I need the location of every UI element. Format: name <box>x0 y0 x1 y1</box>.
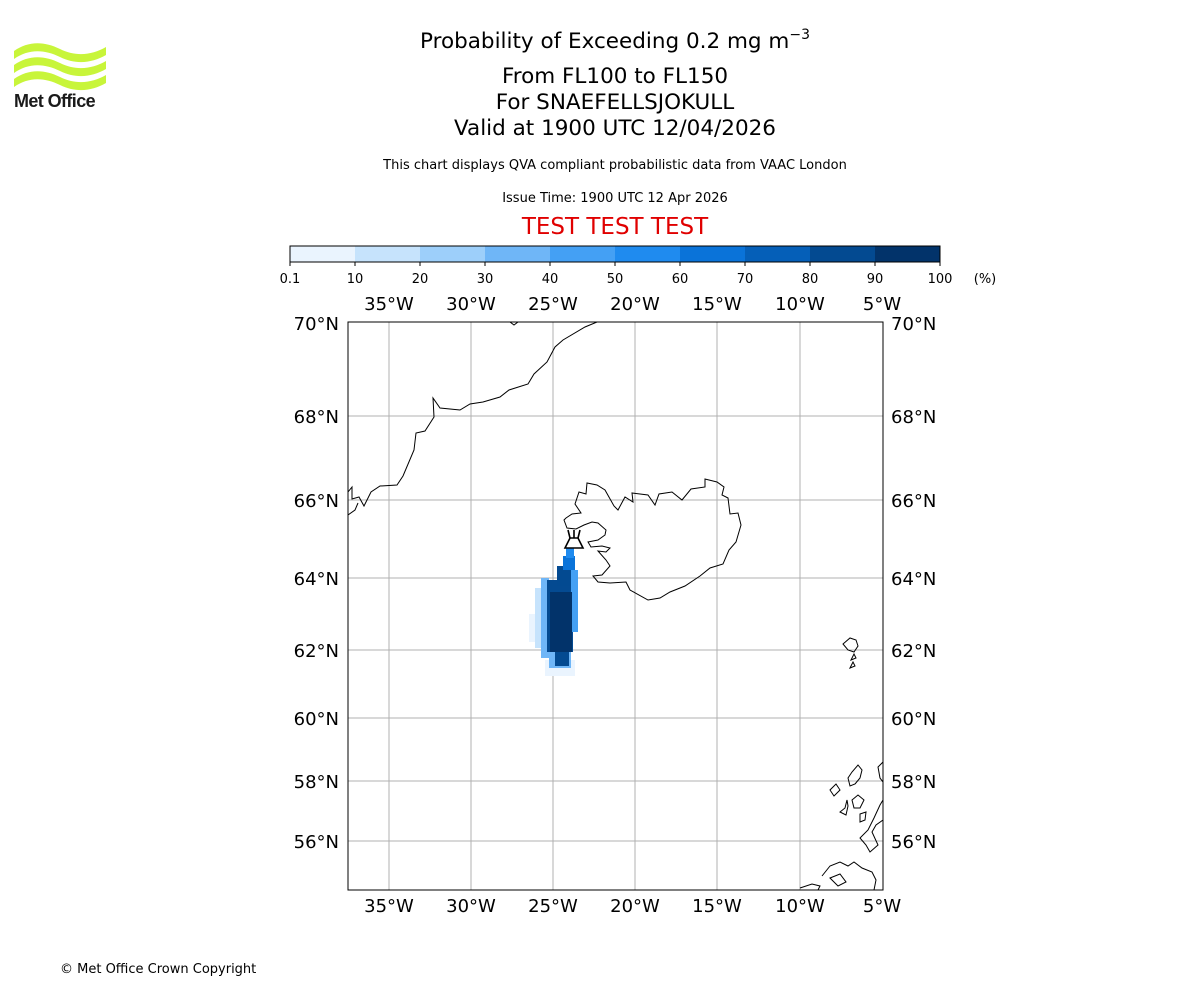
ash-plume <box>529 546 578 676</box>
colorbar-tick-label: 10 <box>347 272 364 287</box>
longitude-label: 15°W <box>692 294 742 315</box>
latitude-label: 66°N <box>891 491 936 512</box>
volcano-marker-icon <box>563 529 585 549</box>
latitude-label: 68°N <box>294 407 339 428</box>
colorbar-tick-label: 40 <box>542 272 559 287</box>
colorbar-tick-label: 70 <box>737 272 754 287</box>
map-background <box>348 322 883 890</box>
latitude-label: 58°N <box>891 772 936 793</box>
volcano-name: For SNAEFELLSJOKULL <box>495 90 735 115</box>
longitude-label: 20°W <box>610 896 660 917</box>
latitude-label: 58°N <box>294 772 339 793</box>
colorbar-tick-label: 60 <box>672 272 689 287</box>
copyright-notice: © Met Office Crown Copyright <box>60 962 257 977</box>
colorbar-cell <box>875 246 941 262</box>
longitude-label: 5°W <box>863 896 901 917</box>
colorbar-tick-label: 90 <box>867 272 884 287</box>
coastlines <box>348 322 883 890</box>
colorbar-tick-label: 0.1 <box>280 272 301 287</box>
latitude-label: 68°N <box>891 407 936 428</box>
latitude-label: 64°N <box>891 569 936 590</box>
latitude-label: 66°N <box>294 491 339 512</box>
colorbar-tick-label: 100 <box>928 272 953 287</box>
longitude-label: 25°W <box>528 294 578 315</box>
colorbar-cell <box>745 246 811 262</box>
latitude-label: 64°N <box>294 569 339 590</box>
graticule <box>348 322 883 890</box>
colorbar-cell <box>550 246 616 262</box>
met-office-logo-icon <box>14 43 106 91</box>
colorbar-unit: (%) <box>974 272 997 287</box>
valid-time: Valid at 1900 UTC 12/04/2026 <box>453 116 776 141</box>
colorbar-tick-label: 50 <box>607 272 624 287</box>
longitude-label: 10°W <box>775 896 825 917</box>
latitude-labels-right: 70°N 68°N 66°N 64°N 62°N 60°N 58°N 56°N <box>891 314 936 853</box>
latitude-label: 70°N <box>891 314 936 335</box>
longitude-label: 10°W <box>775 294 825 315</box>
colorbar-cell <box>810 246 876 262</box>
test-banner: TEST TEST TEST <box>521 214 709 240</box>
longitude-label: 35°W <box>364 294 414 315</box>
colorbar-cell <box>290 246 356 262</box>
colorbar-cell <box>355 246 421 262</box>
latitude-label: 70°N <box>294 314 339 335</box>
chart-title-exponent: −3 <box>789 27 810 43</box>
longitude-labels-top: 35°W 30°W 25°W 20°W 15°W 10°W 5°W <box>364 294 901 315</box>
colorbar-tick-label: 30 <box>477 272 494 287</box>
longitude-label: 25°W <box>528 896 578 917</box>
flight-level-range: From FL100 to FL150 <box>501 64 729 89</box>
issue-time: Issue Time: 1900 UTC 12 Apr 2026 <box>502 191 728 206</box>
map-frame <box>347 321 884 891</box>
longitude-label: 30°W <box>446 896 496 917</box>
longitude-label: 35°W <box>364 896 414 917</box>
longitude-label: 5°W <box>863 294 901 315</box>
colorbar-cell <box>420 246 486 262</box>
longitude-label: 15°W <box>692 896 742 917</box>
chart-description: This chart displays QVA compliant probab… <box>383 158 847 173</box>
latitude-label: 56°N <box>294 832 339 853</box>
colorbar-tick-label: 80 <box>802 272 819 287</box>
chart-title-text: Probability of Exceeding 0.2 mg m <box>419 29 790 54</box>
colorbar-cell <box>485 246 551 262</box>
latitude-label: 60°N <box>294 709 339 730</box>
chart-title: Probability of Exceeding 0.2 mg m−3 <box>0 27 1200 55</box>
latitude-label: 62°N <box>294 641 339 662</box>
met-office-logo-text: Met Office <box>14 91 96 111</box>
map-area <box>347 321 884 891</box>
colorbar-cell <box>615 246 681 262</box>
longitude-label: 20°W <box>610 294 660 315</box>
latitude-label: 60°N <box>891 709 936 730</box>
latitude-label: 56°N <box>891 832 936 853</box>
latitude-labels-left: 70°N 68°N 66°N 64°N 62°N 60°N 58°N 56°N <box>294 314 339 853</box>
colorbar-cell <box>680 246 746 262</box>
probability-colorbar: 0.1 10 20 30 40 50 60 70 80 90 100 (%) <box>280 245 997 287</box>
latitude-label: 62°N <box>891 641 936 662</box>
colorbar-tick-label: 20 <box>412 272 429 287</box>
longitude-label: 30°W <box>446 294 496 315</box>
longitude-labels-bottom: 35°W 30°W 25°W 20°W 15°W 10°W 5°W <box>364 896 901 917</box>
